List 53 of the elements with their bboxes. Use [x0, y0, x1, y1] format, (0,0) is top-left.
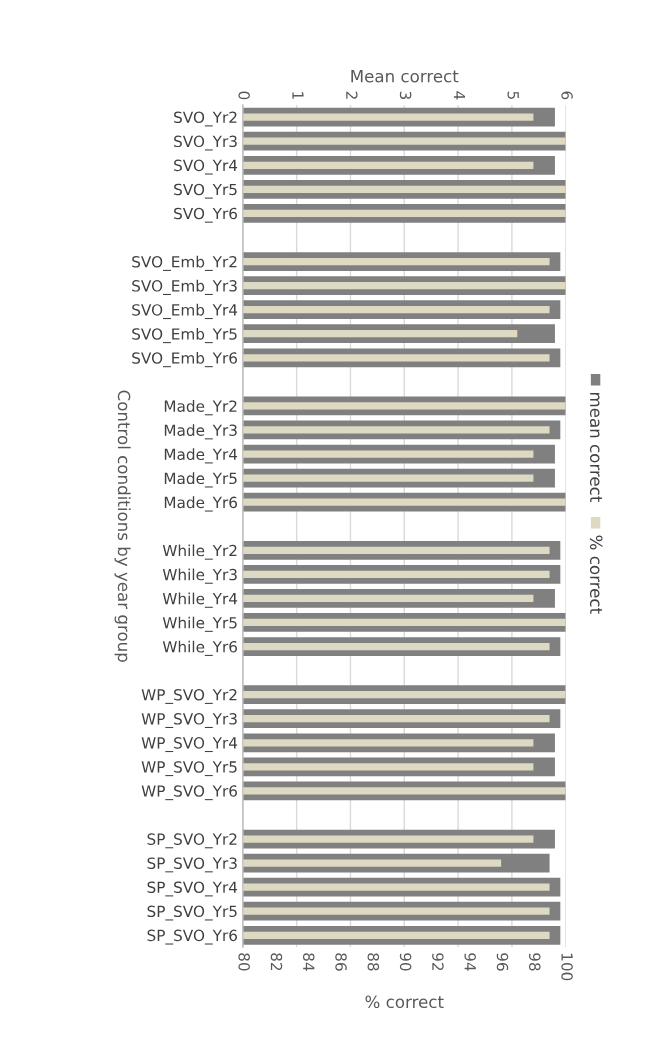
y-tick-label: While_Yr6 — [162, 640, 237, 656]
y-tick-label: WP_SVO_Yr4 — [141, 737, 238, 753]
legend-label: % correct — [589, 535, 603, 614]
y-tick-label: Made_Yr3 — [164, 424, 237, 440]
x-tick-label: 92 — [432, 953, 444, 971]
y-tick-label: SVO_Yr6 — [174, 207, 237, 223]
y-tick-label: SVO_Emb_Yr2 — [132, 255, 237, 271]
y-tick-label: SVO_Emb_Yr4 — [132, 303, 238, 320]
x-tick-label: 82 — [270, 953, 283, 971]
x-tick-label: 100 — [561, 953, 573, 981]
y-tick-label: While_Yr4 — [162, 592, 238, 608]
x2-tick-label: 1 — [292, 92, 304, 99]
y-tick-label: WP_SVO_Yr5 — [141, 761, 237, 777]
y-tick-label: SVO_Yr2 — [174, 111, 237, 127]
x2-tick-label: 6 — [561, 91, 573, 100]
y-tick-label: SP_SVO_Yr4 — [147, 881, 238, 897]
x-axis-title: % correct — [365, 995, 444, 1009]
y-tick-label: SP_SVO_Yr2 — [147, 833, 237, 849]
x-tick-label: 88 — [367, 953, 380, 971]
y-tick-label: WP_SVO_Yr2 — [141, 688, 237, 704]
legend-label: mean correct — [589, 392, 602, 502]
x-tick-label: 84 — [302, 953, 315, 971]
y-tick-label: SP_SVO_Yr3 — [147, 857, 237, 873]
y-tick-label: While_Yr2 — [162, 544, 237, 560]
x2-tick-label: 3 — [399, 91, 412, 100]
y-tick-label: SP_SVO_Yr5 — [147, 905, 237, 921]
y-tick-label: Made_Yr5 — [164, 472, 237, 488]
y-tick-label: WP_SVO_Yr6 — [141, 785, 237, 801]
y-tick-label: SVO_Emb_Yr6 — [132, 351, 237, 368]
x2-tick-label: 4 — [453, 91, 466, 100]
x-tick-label: 94 — [464, 953, 476, 971]
y-tick-label: While_Yr3 — [162, 568, 237, 584]
x2-axis-title: Mean correct — [351, 70, 459, 83]
y-tick-label: Made_Yr2 — [164, 400, 237, 416]
x2-tick-label: 2 — [346, 91, 358, 99]
x-tick-label: 96 — [496, 953, 509, 971]
y-tick-label: SVO_Emb_Yr3 — [132, 279, 237, 296]
x2-tick-label: 5 — [507, 91, 519, 99]
y-tick-label: SVO_Yr4 — [174, 159, 238, 175]
y-tick-label: Made_Yr4 — [164, 448, 238, 464]
y-tick-label: While_Yr5 — [162, 616, 237, 632]
x-tick-label: 80 — [238, 953, 250, 971]
y-tick-label: SVO_Yr3 — [174, 135, 237, 151]
y-tick-label: WP_SVO_Yr3 — [141, 713, 237, 728]
y-axis-title: Control conditions by year group — [114, 390, 131, 662]
x2-tick-label: 0 — [238, 91, 250, 100]
y-tick-label: Made_Yr6 — [164, 496, 237, 512]
x-tick-label: 86 — [335, 953, 347, 971]
x-tick-label: 90 — [399, 953, 412, 971]
y-tick-label: SVO_Yr5 — [174, 183, 237, 199]
x-tick-label: 98 — [529, 953, 541, 971]
y-tick-label: SVO_Emb_Yr5 — [132, 327, 237, 344]
y-tick-label: SP_SVO_Yr6 — [147, 929, 237, 945]
